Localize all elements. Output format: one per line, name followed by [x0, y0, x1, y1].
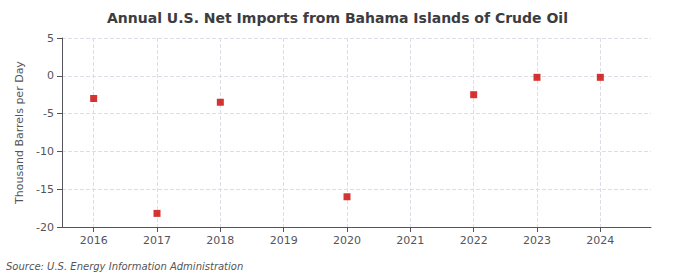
- svg-text:2020: 2020: [333, 234, 361, 247]
- svg-text:-5: -5: [43, 107, 54, 120]
- svg-text:5: 5: [47, 32, 54, 45]
- svg-text:2023: 2023: [523, 234, 551, 247]
- svg-text:Thousand Barrels per Day: Thousand Barrels per Day: [13, 61, 26, 205]
- svg-text:2019: 2019: [270, 234, 298, 247]
- svg-text:Source: U.S. Energy Informatio: Source: U.S. Energy Information Administ…: [6, 261, 243, 272]
- svg-text:-15: -15: [36, 183, 54, 196]
- svg-text:2017: 2017: [143, 234, 171, 247]
- svg-text:2024: 2024: [586, 234, 614, 247]
- svg-text:-10: -10: [36, 145, 54, 158]
- svg-text:0: 0: [47, 69, 54, 82]
- svg-text:2021: 2021: [396, 234, 424, 247]
- svg-text:2018: 2018: [206, 234, 234, 247]
- svg-text:2016: 2016: [80, 234, 108, 247]
- svg-text:-20: -20: [36, 221, 54, 234]
- svg-text:2022: 2022: [460, 234, 488, 247]
- svg-text:Annual U.S. Net Imports from B: Annual U.S. Net Imports from Bahama Isla…: [107, 10, 568, 26]
